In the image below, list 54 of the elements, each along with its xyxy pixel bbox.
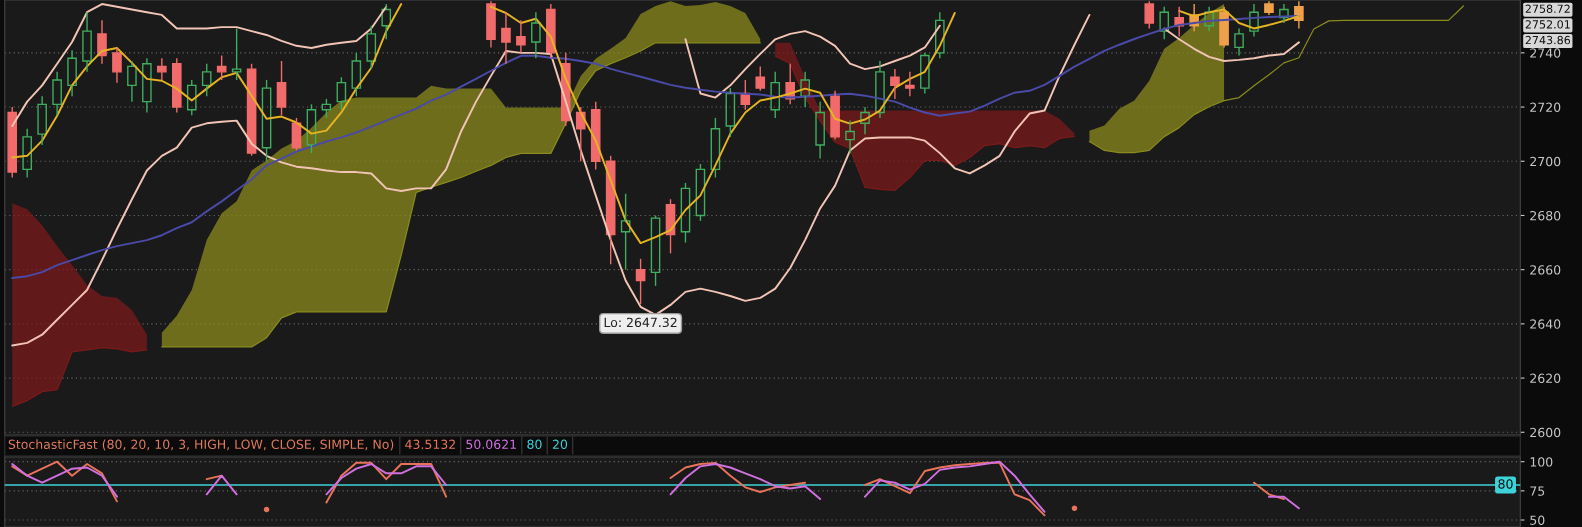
candlestick [22,128,32,179]
candlestick [1219,6,1229,49]
candlestick [1264,0,1274,16]
candlestick [1234,27,1244,57]
candlestick [531,11,541,59]
candlestick [620,193,631,271]
ref-line-label: 80 [1498,479,1513,489]
candlestick [486,0,496,49]
candlestick [890,68,900,100]
candlestick [112,46,122,84]
y-tick-label: 2620 [1530,373,1561,383]
y-tick-label: 75 [1530,486,1545,496]
candlestick [1294,0,1304,30]
candlestick [1279,3,1289,24]
candlestick [546,3,556,59]
candlestick [67,49,77,97]
text: 80 [527,439,542,450]
candlestick [845,119,855,154]
candlestick [127,60,137,103]
y-tick-label: 2720 [1530,102,1561,112]
candlestick [860,106,870,135]
candlestick [142,57,152,114]
y-tick-label: 2660 [1530,265,1561,275]
series-label: 43.5132 [405,439,455,450]
y-tick-label: 2600 [1530,427,1561,438]
text: 2743.86 [1525,35,1571,45]
candlestick [1249,3,1259,38]
candlestick [905,71,915,97]
y-tick-label: 2640 [1530,319,1561,329]
annotation: Lo: 2647.32 [604,317,677,328]
candlestick [875,60,885,119]
candlestick [815,100,825,160]
candlestick [157,57,167,81]
text: 50.0621 [466,439,516,450]
y-tick-label: 2700 [1530,156,1561,167]
candlestick [501,11,511,65]
candlestick [97,19,107,65]
y-tick-label: 2680 [1530,210,1561,221]
candlestick [920,52,930,95]
text: 2758.72 [1525,4,1570,13]
candlestick [516,19,526,54]
y-tick-label: 2740 [1530,48,1561,58]
text: 20 [552,439,568,450]
candlestick [37,95,47,146]
text: 2752.01 [1525,20,1570,29]
candlestick [935,11,945,59]
y-tick-label: 100 [1530,457,1553,467]
candlestick [830,90,840,141]
candlestick [52,71,62,116]
candlestick [1204,6,1214,32]
chart-title: StochasticFast (80, 20, 10, 3, HIGH, LOW, CLOSE, SIMPLE, No) [8,439,394,451]
y-tick-label: 50 [1530,515,1545,525]
candlestick [800,71,810,108]
candlestick [82,11,92,73]
